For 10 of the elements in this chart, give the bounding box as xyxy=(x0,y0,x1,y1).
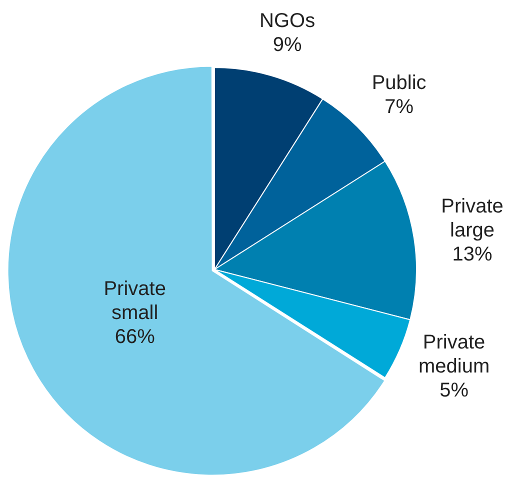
data-label: 66% xyxy=(114,326,156,348)
data-label: 13% xyxy=(452,244,493,266)
data-label: 7% xyxy=(384,96,414,118)
data-label: 9% xyxy=(272,34,302,56)
slice-label: NGOs xyxy=(260,10,316,32)
slice-label: Public xyxy=(372,72,426,94)
slice-label: Private small xyxy=(104,278,166,324)
data-label: 5% xyxy=(440,380,469,402)
slice-label: Private large xyxy=(441,196,504,242)
slice-label: Private medium xyxy=(418,332,490,378)
